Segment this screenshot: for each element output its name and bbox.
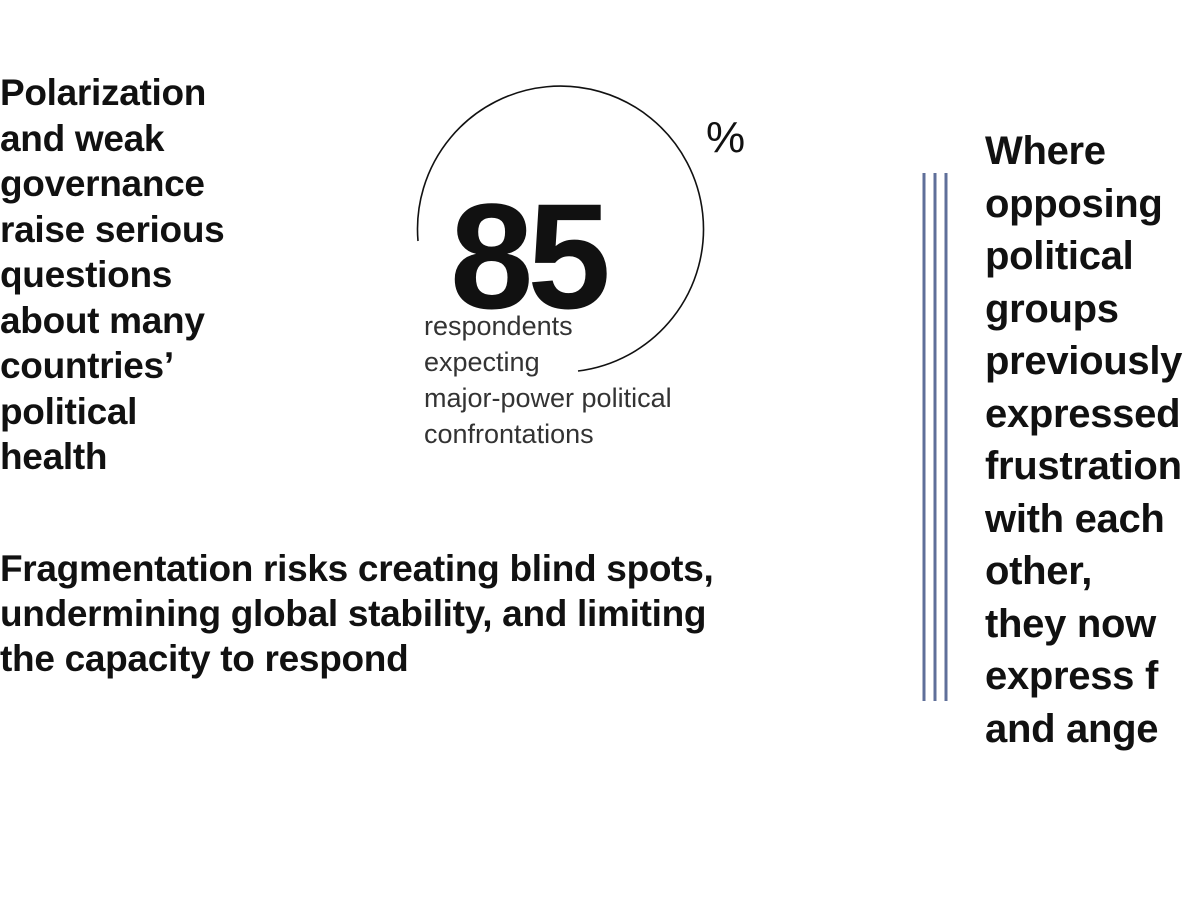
pull-quote: Where opposing political groups previous… bbox=[985, 129, 1183, 751]
stat-ring-arc bbox=[416, 85, 705, 372]
left-heading: Polarization and weak governance raise s… bbox=[0, 72, 225, 477]
stat-number: 85 bbox=[450, 172, 611, 340]
stat-caption: respondents expecting major-power politi… bbox=[424, 311, 672, 449]
stat-percent-sign: % bbox=[706, 113, 746, 162]
statistic-callout: 85 % respondents expecting major-power p… bbox=[410, 66, 750, 466]
quote-divider-lines bbox=[922, 173, 948, 701]
fragmentation-statement: Fragmentation risks creating blind spots… bbox=[0, 548, 714, 679]
